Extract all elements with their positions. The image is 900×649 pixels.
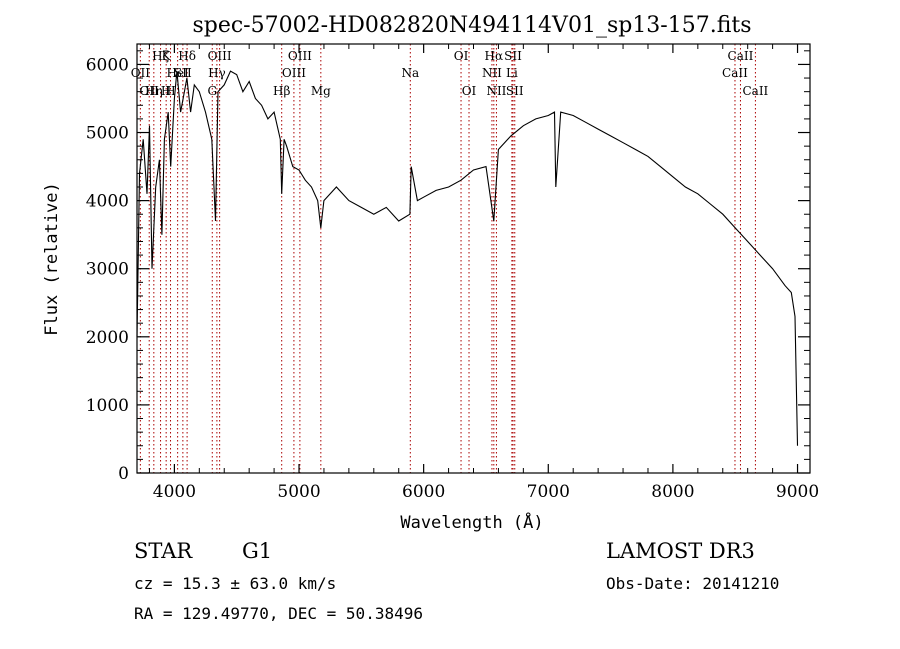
spectral-line-label: Hγ	[208, 66, 226, 80]
spectral-line-label: OII	[140, 84, 160, 98]
plot-frame	[136, 43, 811, 474]
chart-title: spec-57002-HD082820N494114V01_sp13-157.f…	[192, 13, 751, 38]
spectral-line-label: Mg	[311, 84, 331, 98]
spectral-line-label: Li	[506, 66, 518, 80]
spectral-line-label: OIII	[282, 66, 306, 80]
spectral-line-label: OI	[454, 49, 469, 63]
spectral-line-label: G	[207, 84, 217, 98]
x-tick-label: 9000	[776, 482, 819, 502]
spectral-line-label: Na	[401, 66, 419, 80]
spectral-line-label: Hα	[485, 49, 504, 63]
survey-name: LAMOST DR3	[606, 539, 755, 563]
spectral-line-label: Hζ	[152, 49, 169, 63]
y-tick-label: 2000	[86, 328, 129, 348]
coordinates: RA = 129.49770, DEC = 50.38496	[134, 604, 423, 623]
spectral-line-label: OIII	[288, 49, 312, 63]
y-tick-label: 5000	[86, 124, 129, 144]
object-subclass: G1	[242, 539, 273, 563]
spectral-line-label: HeI	[166, 66, 189, 80]
spectral-line-label: CaII	[728, 49, 754, 63]
x-tick-label: 7000	[527, 482, 570, 502]
spectral-line-label: H	[161, 84, 171, 98]
spectral-line-label: NII	[482, 66, 502, 80]
spectral-line-label: NII	[486, 84, 506, 98]
spectral-line-label: Hβ	[273, 84, 290, 98]
x-tick-label: 5000	[277, 482, 320, 502]
y-tick-label: 3000	[86, 260, 129, 280]
x-tick-label: 6000	[402, 482, 445, 502]
axis-ticks: 4000 5000 6000 7000 8000 9000 0 1000 2000 3000 400…	[86, 44, 819, 502]
redshift-velocity: cz = 15.3 ± 63.0 km/s	[134, 574, 337, 593]
spectral-line-label: Hδ	[178, 49, 196, 63]
y-tick-label: 1000	[86, 396, 129, 416]
spectral-line-label: Hη	[145, 84, 163, 98]
spectrum-line	[136, 70, 799, 446]
spectral-line-label: SII	[504, 49, 522, 63]
y-tick-label: 6000	[86, 55, 129, 75]
observation-date: Obs-Date: 20141210	[606, 574, 780, 593]
spectral-line-label: H	[165, 84, 175, 98]
spectral-line-label: CaII	[722, 66, 748, 80]
line-markers	[139, 44, 756, 473]
spectral-line-label: OIII	[208, 49, 232, 63]
spectral-line-label: K	[162, 49, 172, 63]
spectral-line-label: OI	[462, 84, 477, 98]
x-tick-label: 4000	[153, 482, 196, 502]
object-class: STAR	[134, 539, 193, 563]
spectral-line-label: CaII	[742, 84, 768, 98]
y-axis-label: Flux (relative)	[42, 182, 62, 336]
spectral-line-label: OII	[131, 66, 151, 80]
x-tick-label: 8000	[651, 482, 694, 502]
spectral-line-label: SII	[174, 66, 192, 80]
line-labels: OIIOIIHηHζKHHHeISIIHδGHγOIIIHβOIIIOIIIMg…	[131, 49, 769, 98]
y-tick-label: 0	[118, 464, 129, 484]
y-tick-label: 4000	[86, 192, 129, 212]
spectral-line-label: SII	[506, 84, 524, 98]
x-axis-label: Wavelength (Å)	[400, 511, 543, 533]
